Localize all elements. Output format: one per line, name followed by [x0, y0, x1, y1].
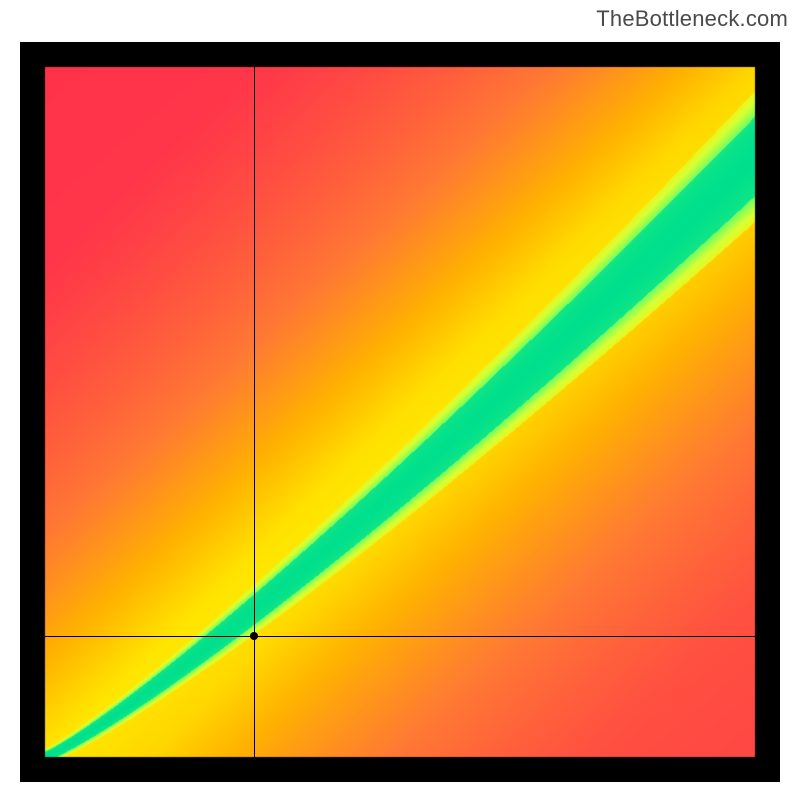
crosshair-vertical — [254, 67, 255, 757]
heatmap-canvas — [20, 42, 780, 782]
bottleneck-heatmap — [20, 42, 780, 782]
crosshair-marker — [250, 632, 258, 640]
watermark-text: TheBottleneck.com — [596, 6, 788, 32]
crosshair-horizontal — [45, 636, 755, 637]
